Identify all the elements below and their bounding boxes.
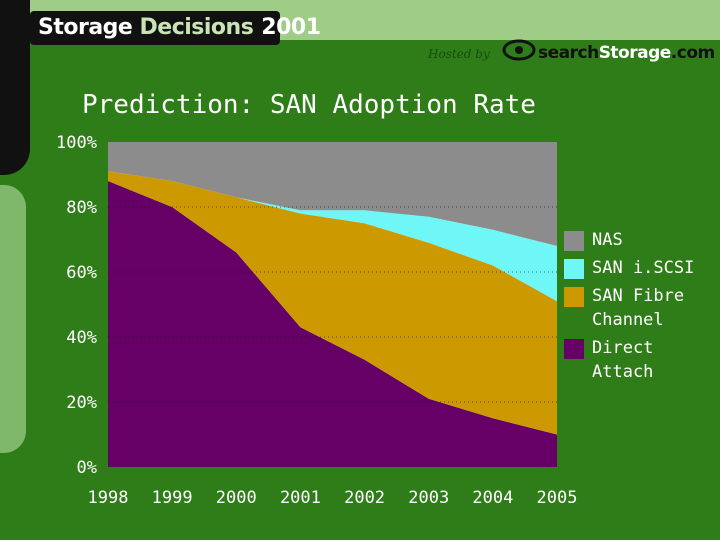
y-tick-label: 100% bbox=[56, 133, 97, 153]
legend-item: Direct Attach bbox=[564, 338, 720, 384]
x-tick-label: 2005 bbox=[537, 488, 578, 508]
y-tick-label: 0% bbox=[77, 458, 97, 478]
legend-item: NAS bbox=[564, 230, 720, 252]
legend-label: NAS bbox=[592, 230, 623, 250]
chart-title: Prediction: SAN Adoption Rate bbox=[82, 90, 536, 120]
logo-word-decisions: Decisions bbox=[139, 15, 254, 40]
legend-swatch bbox=[564, 231, 584, 251]
area-nas bbox=[108, 142, 557, 246]
x-tick-label: 1999 bbox=[152, 488, 193, 508]
logo-word-storage: Storage bbox=[38, 15, 133, 40]
x-tick-label: 2003 bbox=[408, 488, 449, 508]
host-part-search: search bbox=[538, 43, 599, 63]
legend-swatch bbox=[564, 287, 584, 307]
host-part-storage: Storage bbox=[598, 43, 672, 63]
legend-swatch bbox=[564, 339, 584, 359]
chart-legend: NAS SAN i.SCSI SAN Fibre Channel Direct Att… bbox=[564, 230, 720, 390]
searchstorage-logo: searchStorage.com bbox=[538, 43, 715, 63]
area-san-fibre-channel bbox=[108, 171, 557, 435]
storage-decisions-logo: Storage Decisions 2001 bbox=[30, 11, 321, 45]
y-tick-label: 20% bbox=[66, 393, 97, 413]
x-tick-label: 2000 bbox=[216, 488, 257, 508]
legend-item: SAN i.SCSI bbox=[564, 258, 720, 280]
x-tick-label: 1998 bbox=[88, 488, 129, 508]
legend-item: SAN Fibre Channel bbox=[564, 286, 720, 332]
hosted-by-text: Hosted by bbox=[428, 47, 490, 61]
legend-label: SAN Fibre Channel bbox=[592, 286, 685, 330]
area-san-i-scsi bbox=[108, 171, 557, 302]
x-tick-label: 2004 bbox=[472, 488, 513, 508]
x-tick-label: 2002 bbox=[344, 488, 385, 508]
y-tick-label: 80% bbox=[66, 198, 97, 218]
host-part-com: .com bbox=[670, 43, 715, 63]
y-tick-label: 60% bbox=[66, 263, 97, 283]
y-tick-label: 40% bbox=[66, 328, 97, 348]
left-decor-tab bbox=[0, 0, 30, 175]
legend-swatch bbox=[564, 259, 584, 279]
x-tick-label: 2001 bbox=[280, 488, 321, 508]
logo-year: 2001 bbox=[261, 15, 321, 40]
legend-label: SAN i.SCSI bbox=[592, 258, 695, 278]
eye-icon bbox=[502, 39, 536, 61]
left-decor-strip bbox=[0, 185, 26, 453]
area-direct-attach bbox=[108, 181, 557, 467]
legend-label: Direct Attach bbox=[592, 338, 654, 382]
